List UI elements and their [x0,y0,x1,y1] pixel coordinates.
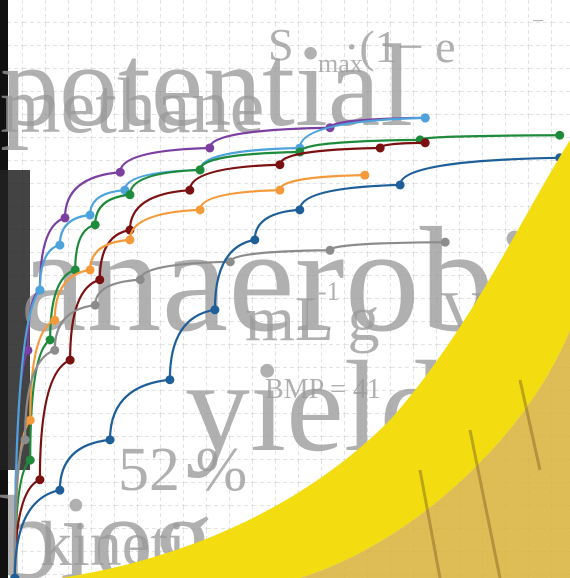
data-point [225,257,235,267]
curves [10,113,565,578]
swoosh-streaks [418,379,542,578]
data-point [115,167,125,177]
data-point [10,573,20,578]
yellow-swoosh [60,140,570,578]
data-point [135,275,145,285]
annotation-word: 52 % [118,436,247,504]
data-point [35,285,45,295]
data-point [325,245,335,255]
data-point [205,143,215,153]
data-point [440,237,450,247]
swoosh-texture [300,330,570,578]
data-point [250,235,260,245]
data-point [90,300,100,310]
data-point [165,375,175,385]
data-point [65,355,75,365]
data-point [95,275,105,285]
curve [13,134,560,578]
data-point [195,205,205,215]
data-point [25,455,35,465]
annotation-word: mL g [245,283,380,354]
data-point [85,265,95,275]
data-point [25,415,35,425]
curve [13,116,426,578]
data-point [55,485,65,495]
data-point [50,345,60,355]
data-point [125,190,135,200]
data-point [210,305,220,315]
data-point [420,113,430,123]
annotation-word: S [268,19,294,70]
data-point [195,165,205,175]
data-point [45,335,55,345]
data-point [555,130,565,140]
data-point [275,160,285,170]
data-point [125,235,135,245]
data-point [20,435,30,445]
data-point [375,143,385,153]
data-point [23,345,33,355]
data-point [395,180,405,190]
data-point [85,210,95,220]
data-point [420,138,430,148]
annotation-word: max [318,49,363,78]
data-point [90,220,100,230]
data-point [360,170,370,180]
annotation-word: ·(1− e [344,21,456,72]
annotation-word: BMP = 41 [265,374,381,405]
data-point [275,185,285,195]
data-point [185,185,195,195]
data-point [70,265,80,275]
annotation-word: -1 [318,277,340,306]
data-point [55,240,65,250]
annotation-word: anaerobi [20,197,536,363]
annotation-word: potential [0,20,413,151]
data-point [35,475,45,485]
data-point [60,213,70,223]
annotation-word: methane [0,62,264,149]
data-point [50,315,60,325]
data-point [295,205,305,215]
data-point [105,435,115,445]
annotation-word: − [532,8,544,33]
